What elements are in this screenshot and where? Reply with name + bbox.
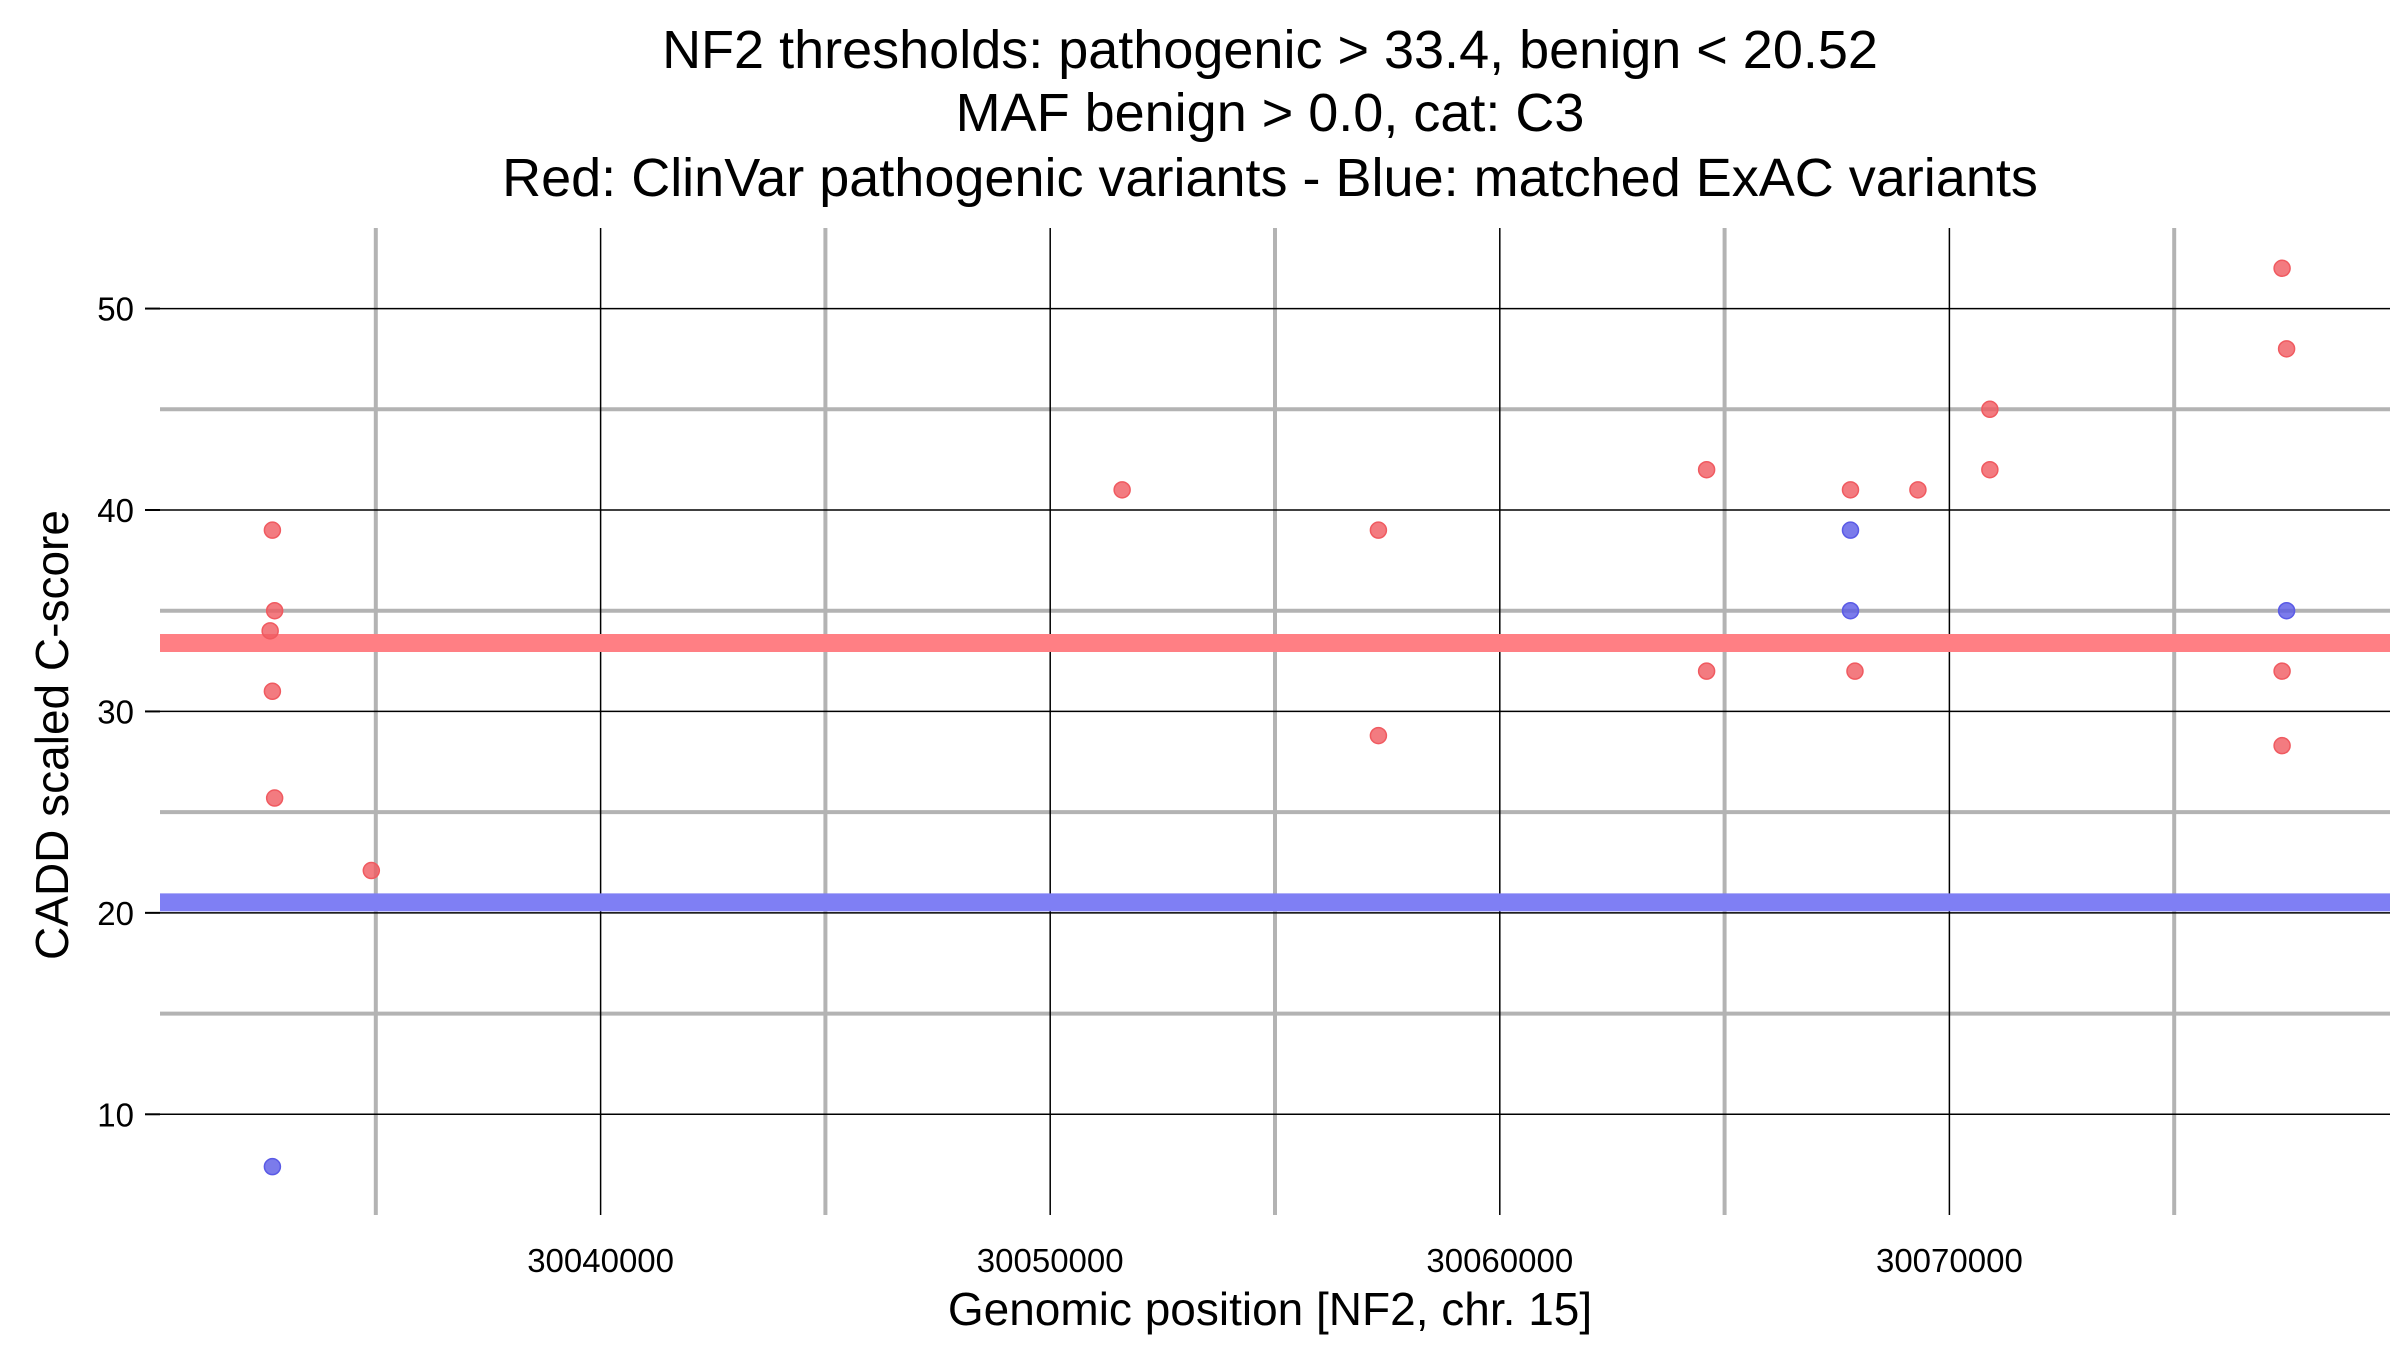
clinvar-pathogenic-point [1846, 662, 1864, 680]
y-axis-title: CADD scaled C-score [26, 510, 78, 960]
clinvar-pathogenic-point [1369, 521, 1388, 539]
chart-title-line-1: NF2 thresholds: pathogenic > 33.4, benig… [662, 20, 1878, 80]
clinvar-pathogenic-point [1981, 400, 1999, 419]
data-points [261, 259, 2296, 1176]
clinvar-pathogenic-point [2273, 736, 2291, 755]
x-tick-label: 30040000 [527, 1242, 674, 1279]
clinvar-pathogenic-point [263, 682, 282, 701]
clinvar-pathogenic-point [1697, 460, 1716, 479]
x-tick-label: 30060000 [1426, 1242, 1573, 1279]
clinvar-pathogenic-point [1909, 481, 1927, 499]
clinvar-pathogenic-point [2273, 662, 2291, 680]
clinvar-pathogenic-point [265, 601, 284, 620]
clinvar-pathogenic-point [265, 789, 284, 807]
clinvar-pathogenic-point [2277, 340, 2296, 358]
clinvar-pathogenic-point [263, 521, 282, 539]
y-axis-ticks: 10 20 30 40 50 [97, 291, 160, 1133]
clinvar-pathogenic-point [362, 861, 381, 880]
exac-variant-point [263, 1157, 282, 1176]
threshold-lines [160, 633, 2390, 912]
x-tick-label: 30050000 [977, 1242, 1124, 1279]
chart-title: NF2 thresholds: pathogenic > 33.4, benig… [502, 20, 2038, 208]
exac-variant-point [2277, 601, 2296, 620]
chart-title-line-3: Red: ClinVar pathogenic variants - Blue:… [502, 148, 2038, 208]
x-axis-title: Genomic position [NF2, chr. 15] [948, 1283, 1592, 1335]
y-tick-label: 10 [97, 1096, 134, 1133]
y-tick-label: 30 [97, 693, 134, 730]
y-tick-label: 20 [97, 895, 134, 932]
x-tick-label: 30070000 [1876, 1242, 2023, 1279]
clinvar-pathogenic-point [261, 622, 279, 640]
clinvar-pathogenic-point [1369, 726, 1388, 745]
exac-variant-point [1841, 521, 1860, 539]
clinvar-pathogenic-point [2273, 259, 2291, 278]
x-axis-ticks: 30040000 30050000 30060000 30070000 [527, 1242, 2023, 1279]
clinvar-pathogenic-point [1841, 481, 1860, 499]
y-tick-label: 50 [97, 291, 134, 328]
clinvar-pathogenic-point [1981, 460, 1999, 479]
clinvar-pathogenic-point [1113, 481, 1131, 499]
chart-title-line-2: MAF benign > 0.0, cat: C3 [956, 83, 1585, 143]
exac-variant-point [1841, 601, 1860, 620]
y-tick-label: 40 [97, 492, 134, 529]
minor-gridlines [160, 228, 2390, 1215]
clinvar-pathogenic-point [1697, 662, 1716, 680]
major-gridlines [160, 228, 2390, 1215]
